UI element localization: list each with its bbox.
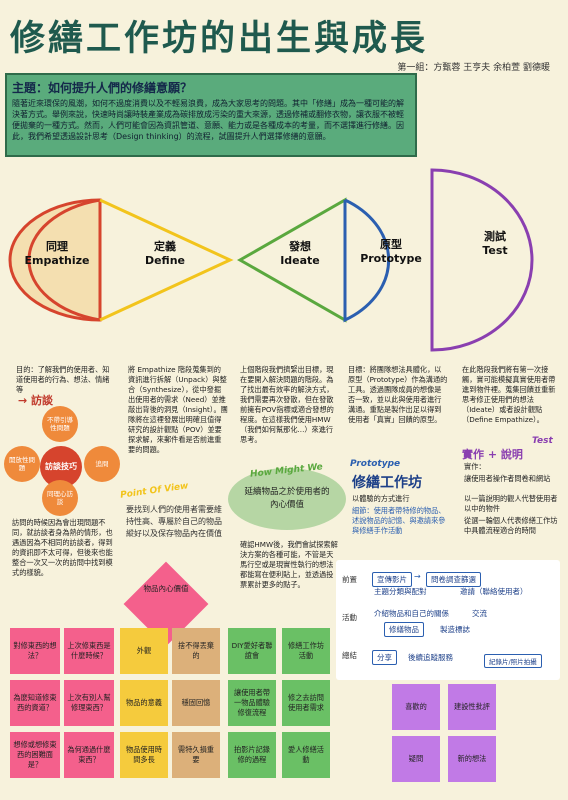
- flow-activity-3: 修繕物品: [384, 622, 424, 637]
- center-note: 物品內心價值: [143, 584, 189, 593]
- sticky-tan-2: 穩固回憶: [172, 680, 220, 726]
- flow-prep-3: 主題分類與配對: [374, 587, 427, 596]
- empathize-note: 訪問的時候因為會出現問題不同，就訪談者身為熱的情形，也遇過因為不相同的訪談者，得…: [12, 518, 113, 577]
- intro-text: 隨著近來環保的風潮，如何不過度消費以及不輕易浪費，成為大家思考的問題。其中「修繕…: [12, 99, 404, 141]
- define-shape: [99, 198, 234, 322]
- flow-activity-1: 介紹物品和自己的關係: [374, 609, 449, 618]
- prototype-tag: Prototype: [350, 459, 401, 469]
- stage-test-zh: 測試: [484, 230, 506, 243]
- empathize-arc: [27, 198, 101, 322]
- hmw-text: 延續物品之於使用者的內心價值: [244, 487, 330, 510]
- ideate-text: 上個階段我們擠緊出目標，現在要開入解決問題的階段。為了找出最有效率的解決方式，我…: [240, 365, 334, 444]
- empathize-goal: 目的：了解我們的使用者、知道使用者的行為、想法、情緒等: [16, 365, 110, 394]
- stage-prototype-zh: 原型: [380, 238, 402, 251]
- arrow-icon: →: [414, 572, 421, 581]
- stage-prototype-en: Prototype: [360, 252, 422, 265]
- prototype-title: 修繕工作坊: [352, 475, 422, 491]
- stage-define-en: Define: [144, 254, 186, 267]
- poster-title: 修繕工作坊的出生與成長: [10, 18, 429, 59]
- interview-skills-center: 訪談技巧: [40, 446, 82, 488]
- test-shape: [430, 168, 534, 352]
- test-subtitle: 實作 + 說明: [462, 448, 523, 461]
- prototype-bullet-1: 以體驗的方式進行: [352, 494, 410, 503]
- sticky-tan-3: 需特久損重要: [172, 732, 220, 778]
- stage-empathize: 同理 Empathize: [22, 240, 92, 268]
- stage-test: 測試 Test: [460, 230, 530, 258]
- empathize-method-tag: → 訪談: [18, 394, 54, 407]
- test-tag: Test: [532, 436, 553, 446]
- interview-circle-3: 追問: [84, 446, 120, 482]
- stage-define-zh: 定義: [154, 240, 176, 253]
- stage-test-en: Test: [482, 244, 508, 257]
- flow-prep-2: 問卷調查篩選: [426, 572, 481, 587]
- sticky-purple-4: 新的想法: [448, 736, 496, 782]
- sticky-pink-3: 為麼知道修東西的資道？: [10, 680, 60, 726]
- stage-ideate-zh: 發想: [289, 240, 311, 253]
- test-text: 在此階段我們將有第一次接觸，實可能模擬真實使用者帶進到物件裡。蒐集回饋並重新思考…: [462, 365, 556, 424]
- sticky-yellow-3: 物品使用時間多長: [120, 732, 168, 778]
- intro-heading: 主題：如何提升人們的修繕意願？: [12, 81, 193, 95]
- ideate-next: 確認HMW後，我們會試探索解決方案的各種可能，不管是天馬行空或是現實性執行的想法…: [240, 540, 338, 589]
- empathize-shape: [8, 198, 102, 322]
- sticky-green-2: 修繕工作坊活動: [282, 628, 330, 674]
- prototype-bullet-2: 細節：使用者帶特修的物品、述說物品的記憶、與邀請來參與修繕手作活動: [352, 506, 446, 535]
- flow-activity-4: 製造標誌: [440, 625, 470, 634]
- sticky-purple-3: 疑問: [392, 736, 440, 782]
- authors: 第一組：方甄蓉 王亨夫 余柏萱 劉德暖: [397, 63, 550, 73]
- sticky-pink-6: 為何通過什麼東西？: [64, 732, 114, 778]
- stage-empathize-en: Empathize: [24, 254, 90, 267]
- sticky-yellow-1: 外觀: [120, 628, 168, 674]
- sticky-green-3: 讓使用者帶一物品體驗修復流程: [228, 680, 276, 726]
- pov-tag: Point Of View: [119, 481, 190, 501]
- interview-circle-4: 同理心訪談: [42, 480, 78, 516]
- flow-summary-1: 分享: [372, 650, 397, 665]
- stage-empathize-zh: 同理: [46, 240, 68, 253]
- stage-ideate: 發想 Ideate: [265, 240, 335, 268]
- sticky-yellow-2: 物品的意義: [120, 680, 168, 726]
- intro-box: 主題：如何提升人們的修繕意願？ 隨著近來環保的風潮，如何不過度消費以及不輕易浪費…: [5, 73, 417, 157]
- sticky-pink-4: 上次有別人幫修理東西？: [64, 680, 114, 726]
- sticky-pink-1: 對修東西的想法？: [10, 628, 60, 674]
- interview-circle-1: 不帶引導性問題: [42, 406, 78, 442]
- pov-text: 要找到人們的使用者需要維持性高、專屬於自己的物品縱好以及保存物品內在價值: [126, 505, 222, 538]
- sticky-green-4: 修之去訪問使用者需求: [282, 680, 330, 726]
- prototype-text: 目標：將團隊想法具體化，以原型（Prototype）作為溝通的工具。透過團隊成員…: [348, 365, 448, 424]
- sticky-pink-2: 上次修東西是什麼時候？: [64, 628, 114, 674]
- flow-prep-1: 宣傳影片: [372, 572, 412, 587]
- define-text: 將 Empathize 階段蒐集到的資訊進行拆解（Unpack）與整合（Synt…: [128, 365, 228, 454]
- flow-activity-2: 交流: [472, 609, 487, 618]
- flow-label-prep: 前置: [342, 575, 357, 584]
- sticky-tan-1: 捨不得丟棄的: [172, 628, 220, 674]
- sticky-green-6: 愛人修繕活動: [282, 732, 330, 778]
- stage-prototype: 原型 Prototype: [356, 238, 426, 266]
- design-thinking-diagram: [8, 168, 534, 352]
- stage-ideate-en: Ideate: [280, 254, 320, 267]
- sticky-purple-1: 喜歡的: [392, 684, 440, 730]
- stage-define: 定義 Define: [130, 240, 200, 268]
- sticky-pink-5: 想修或想修東西的困難面是？: [10, 732, 60, 778]
- flow-label-activity: 活動: [342, 613, 357, 622]
- sticky-green-5: 拍影片記錄修的過程: [228, 732, 276, 778]
- flow-label-summary: 總結: [342, 651, 357, 660]
- flow-prep-4: 邀請（聯絡使用者）: [460, 587, 528, 596]
- test-bullet-2: 讓使用者操作者問卷和網站: [464, 474, 551, 483]
- prototype-shape: [343, 198, 391, 323]
- flow-extra: 紀錄片/照片拍攝: [484, 654, 542, 668]
- sticky-purple-2: 建設性批評: [448, 684, 496, 730]
- flow-summary-2: 後續追蹤服務: [408, 653, 453, 662]
- test-bullet-3: 以一篇說明的觀人代替使用者以中的物件: [464, 494, 558, 513]
- test-bullet-4: 從選一輪個人代表修繕工作坊中具體流程適合的時間: [464, 516, 558, 535]
- hmw-bubble: [228, 468, 346, 530]
- sticky-green-1: DIY愛好者聯誼會: [228, 628, 276, 674]
- interview-circle-2: 開放性問題: [4, 446, 40, 482]
- test-bullet-1: 實作：: [464, 462, 486, 471]
